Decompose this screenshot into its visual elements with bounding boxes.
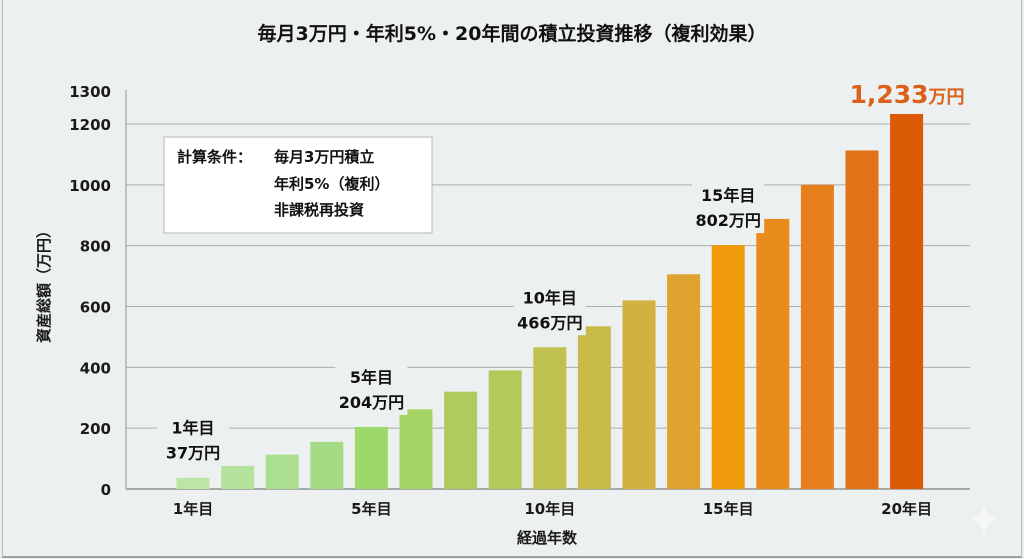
annotation-value: 204万円 [339,393,404,412]
x-tick-label: 1年目 [173,500,213,518]
conditions-heading: 計算条件： [177,148,252,166]
bar [577,326,611,489]
condition-line-1: 毎月3万円積立 [274,148,374,166]
x-tick-label: 5年目 [351,500,391,518]
annotation-value: 466万円 [517,313,582,332]
annotation-year: 1年目 [171,419,214,438]
annotation-year: 15年目 [701,186,755,205]
x-axis-label: 経過年数 [517,529,578,547]
bar-annotation: 10年目 466万円 [513,283,586,336]
bar [533,347,567,489]
bar [756,218,790,489]
y-tick-label: 600 [80,299,111,317]
final-value-unit: 万円 [928,87,965,108]
sparkle-icon [970,503,998,535]
y-tick-label: 400 [80,359,111,377]
bar [488,370,522,489]
bar [845,150,879,489]
bar-annotation: 5年目 204万円 [335,362,408,415]
bar [221,465,255,489]
bar-annotation: 1年目 37万円 [157,413,229,466]
x-tick-label: 10年目 [524,500,575,518]
y-tick-label: 1300 [69,83,111,101]
y-tick-label: 0 [101,481,111,499]
conditions-box: 計算条件： 毎月3万円積立 年利5%（複利） 非課税再投資 [163,136,433,234]
bar [622,300,656,489]
y-axis-label: 資産総額（万円） [35,223,53,343]
y-tick-label: 1000 [69,177,111,195]
condition-line-3: 非課税再投資 [274,201,364,219]
bar [310,441,344,489]
bar [711,245,745,489]
bar [176,477,210,489]
svg-text:1,233万円: 1,233万円 [849,80,964,109]
y-tick-label: 1200 [69,116,111,134]
annotation-background [157,413,229,466]
annotation-background [513,283,586,336]
annotation-background [335,362,408,415]
bar [667,274,701,489]
bar [354,426,388,489]
final-value-number: 1,233 [849,80,928,109]
final-value-label: 1,233万円 [849,80,964,109]
bar [800,184,834,490]
bar [890,113,924,490]
conditions-box-background [163,136,433,234]
annotation-year: 10年目 [523,288,577,307]
annotation-value: 37万円 [166,444,220,463]
annotation-year: 5年目 [350,368,393,387]
annotation-background [692,181,765,234]
annotation-value: 802万円 [695,211,760,230]
bar [399,409,433,489]
y-tick-label: 200 [80,420,111,438]
condition-line-2: 年利5%（複利） [274,175,389,193]
x-tick-label: 15年目 [703,500,754,518]
bar-annotation: 15年目 802万円 [692,181,765,234]
y-tick-label: 800 [80,238,111,256]
bar [265,454,299,489]
chart-title: 毎月3万円・年利5%・20年間の積立投資推移（複利効果） [258,22,767,45]
x-tick-label: 20年目 [881,500,932,518]
bar [444,391,478,489]
